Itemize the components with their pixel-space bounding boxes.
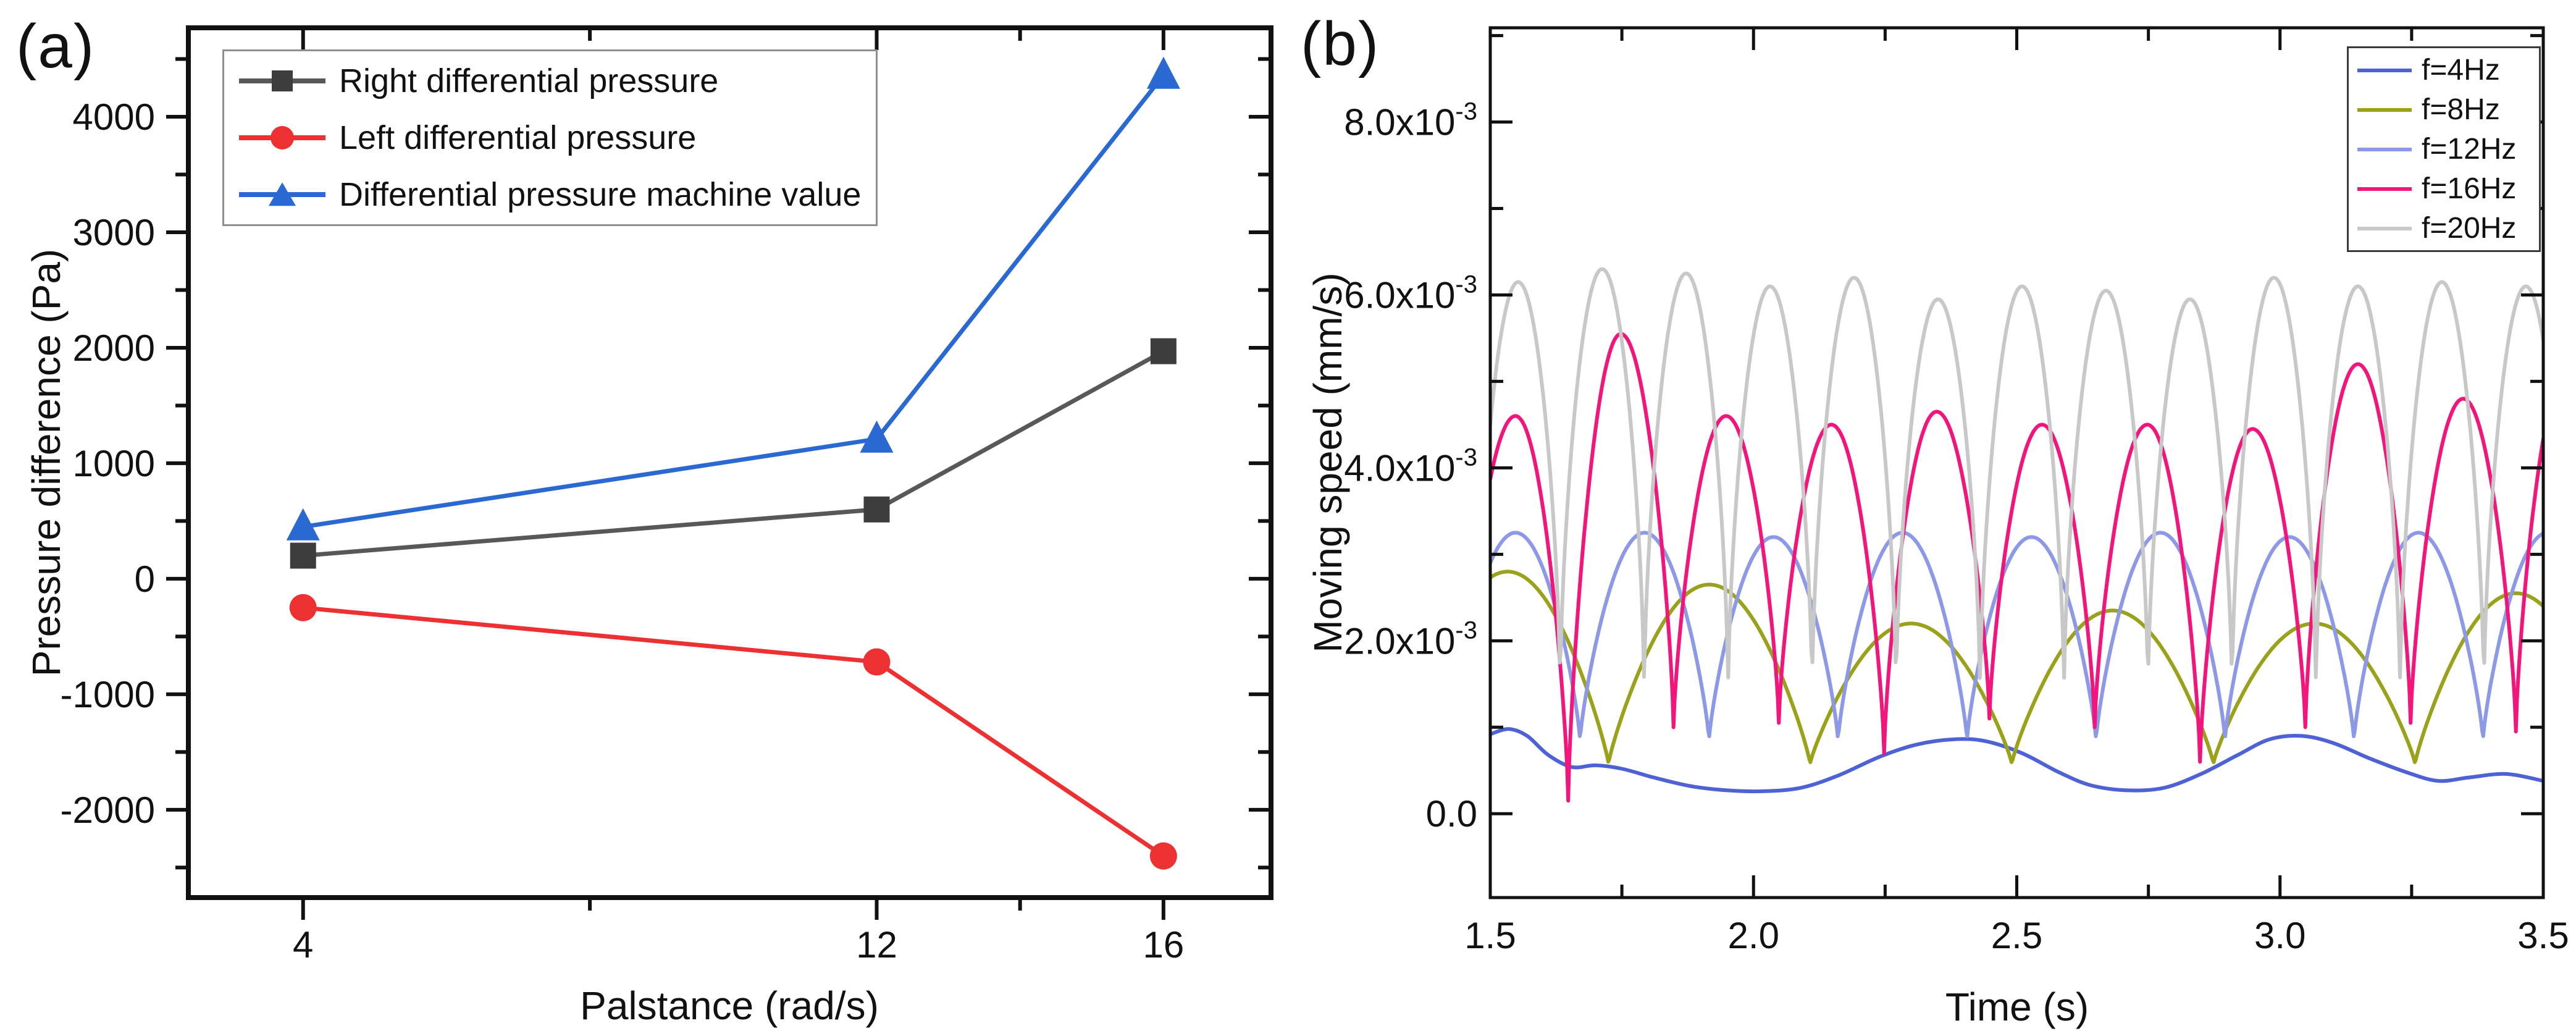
line-swatch-icon <box>2357 143 2412 156</box>
panel-a-label: (a) <box>16 12 96 81</box>
svg-text:3000: 3000 <box>73 212 155 253</box>
svg-text:3.0: 3.0 <box>2254 915 2305 956</box>
circle-marker-icon <box>239 123 325 153</box>
svg-text:2000: 2000 <box>73 327 155 369</box>
svg-text:0.0: 0.0 <box>1426 793 1477 835</box>
legend-item-f16hz: f=16Hz <box>2357 172 2530 206</box>
svg-text:-1000: -1000 <box>61 674 155 715</box>
svg-text:2.0: 2.0 <box>1728 915 1779 956</box>
legend-label: f=16Hz <box>2422 172 2517 205</box>
legend-item-right-differential-pressure: Right differential pressure <box>239 60 861 102</box>
svg-text:2.0x10-3: 2.0x10-3 <box>1344 616 1477 662</box>
chart-b-x-axis-title: Time (s) <box>1945 985 2089 1029</box>
svg-text:4: 4 <box>293 924 313 966</box>
svg-text:1000: 1000 <box>73 443 155 484</box>
legend-label: Right differential pressure <box>339 62 719 99</box>
panel-b-label: (b) <box>1301 9 1380 78</box>
legend-label: f=20Hz <box>2422 212 2517 245</box>
svg-text:-2000: -2000 <box>61 789 155 831</box>
legend-item-differential-pressure-machine-value: Differential pressure machine value <box>239 174 861 216</box>
chart-b-y-axis-title: Moving speed (mm/s) <box>1306 272 1350 653</box>
chart-b: 1.5 2.0 2.5 3.0 3.5 0.0 2.0x10-3 4.0x10-3 6.0x10… <box>1344 26 2569 956</box>
legend-item-f4hz: f=4Hz <box>2357 53 2530 87</box>
square-marker-icon <box>239 66 325 96</box>
svg-text:6.0x10-3: 6.0x10-3 <box>1344 271 1477 316</box>
svg-text:1.5: 1.5 <box>1464 915 1516 956</box>
chart-a: 4 12 16 -2000 -1000 0 1000 2000 3000 4000 <box>61 25 1273 966</box>
chart-a-legend: Right differential pressure Left differe… <box>222 49 878 226</box>
svg-text:4000: 4000 <box>73 96 155 138</box>
svg-text:0: 0 <box>135 558 155 600</box>
legend-item-left-differential-pressure: Left differential pressure <box>239 117 861 159</box>
legend-item-f20hz: f=20Hz <box>2357 211 2530 245</box>
svg-text:2.5: 2.5 <box>1991 915 2042 956</box>
svg-text:3.5: 3.5 <box>2517 915 2569 956</box>
line-swatch-icon <box>2357 104 2412 116</box>
legend-label: Left differential pressure <box>339 119 697 156</box>
svg-text:16: 16 <box>1143 924 1184 966</box>
legend-label: Differential pressure machine value <box>339 176 862 213</box>
line-swatch-icon <box>2357 64 2412 77</box>
chart-a-x-axis-title: Palstance (rad/s) <box>580 983 879 1028</box>
chart-b-legend: f=4Hz f=8Hz f=12Hz f=16Hz f=20Hz <box>2347 46 2541 252</box>
svg-text:8.0x10-3: 8.0x10-3 <box>1344 98 1477 143</box>
legend-label: f=4Hz <box>2422 54 2500 86</box>
svg-text:4.0x10-3: 4.0x10-3 <box>1344 444 1477 489</box>
legend-label: f=8Hz <box>2422 93 2500 126</box>
triangle-marker-icon <box>239 180 325 209</box>
line-swatch-icon <box>2357 183 2412 195</box>
legend-label: f=12Hz <box>2422 133 2517 166</box>
legend-item-f12hz: f=12Hz <box>2357 132 2530 166</box>
svg-text:12: 12 <box>856 924 897 966</box>
chart-a-y-axis-title: Pressure difference (Pa) <box>24 248 69 677</box>
line-swatch-icon <box>2357 222 2412 235</box>
legend-item-f8hz: f=8Hz <box>2357 93 2530 127</box>
